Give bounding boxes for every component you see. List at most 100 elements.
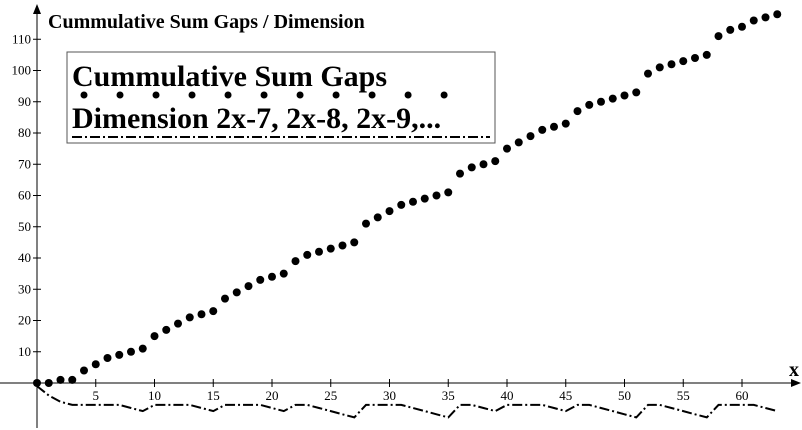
series [33,10,782,419]
data-point [432,191,441,200]
data-point [127,347,135,356]
data-point [420,194,429,203]
ticks: 5 10 15 20 25 30 35 40 45 50 55 60 10 20 30 40 50 60 70 80 9… [12,31,749,403]
data-point [503,144,511,153]
x-tick-label: 30 [383,388,396,403]
data-point [467,163,476,172]
data-point [691,54,699,62]
x-tick-label: 40 [501,388,514,403]
data-point [491,157,500,166]
data-point [456,169,464,178]
data-point [162,325,171,334]
data-point [714,32,723,41]
legend-label-line-1: Cummulative Sum Gaps [72,60,387,93]
data-point [608,94,617,103]
data-point [526,132,535,141]
y-tick-label: 90 [18,94,31,109]
y-tick-label: 60 [18,188,31,203]
y-tick-label: 50 [18,219,31,234]
data-point [538,125,547,134]
data-point [655,63,664,72]
x-tick-label: 10 [148,388,161,403]
data-point [221,294,229,303]
data-point [632,88,641,97]
data-point [479,160,488,169]
y-tick-label: 80 [18,125,31,140]
x-axis-label: x [789,359,799,381]
data-point [444,188,453,197]
y-tick-label: 30 [18,281,31,296]
data-point [597,97,605,106]
legend: Cummulative Sum Gaps Dimension 2x-7, 2x-… [66,51,496,144]
y-tick-label: 10 [18,344,31,359]
x-tick-label: 5 [93,388,100,403]
data-point [561,119,570,128]
x-tick-label: 55 [677,388,690,403]
data-point [667,60,676,69]
x-tick-label: 35 [442,388,455,403]
y-tick-label: 70 [18,156,31,171]
data-point [761,13,770,22]
data-point [315,247,323,256]
legend-label-line-2: Dimension 2x-7, 2x-8, 2x-9,... [72,102,441,135]
x-tick-label: 20 [266,388,279,403]
data-point [338,241,347,250]
data-point [279,269,288,278]
data-point [644,69,652,78]
y-tick-label: 40 [18,250,31,265]
data-point [773,10,782,19]
y-tick-label: 110 [12,31,31,46]
data-point [56,375,65,384]
data-point [174,319,182,328]
data-point [385,207,394,216]
data-point [115,350,124,359]
data-point [326,244,335,253]
data-point [268,272,276,281]
legend-box [66,51,496,144]
data-point [350,238,359,247]
data-point [197,310,206,319]
data-point [33,379,41,387]
chart-title: Cummulative Sum Gaps / Dimension [48,11,365,33]
data-point [573,107,582,116]
data-point [138,344,147,353]
data-point [749,16,758,25]
data-point [373,213,382,222]
data-point [103,354,112,362]
data-point [726,25,735,34]
x-tick-label: 50 [618,388,631,403]
data-point [232,288,241,297]
data-point [291,257,300,266]
x-tick-label: 60 [736,388,749,403]
data-point [620,91,629,100]
data-point [185,313,194,322]
data-point [44,379,53,387]
data-point [679,57,688,66]
x-tick-label: 25 [324,388,337,403]
y-tick-label: 100 [12,63,32,78]
dash-dot-series-line [36,385,778,419]
y-axis-arrow [33,4,41,14]
data-point [702,50,711,59]
data-point [244,282,253,291]
data-point [362,219,370,228]
data-point [91,360,100,369]
x-axis-arrow [791,379,801,387]
x-tick-label: 15 [207,388,220,403]
data-point [209,307,218,316]
data-point [550,122,558,131]
data-point [397,200,406,209]
axes [0,4,801,428]
data-point [585,100,594,109]
data-point [738,22,746,31]
data-point [256,275,265,284]
data-point [150,332,159,341]
data-point [409,197,417,206]
data-point [68,375,77,384]
data-point [303,250,312,259]
y-tick-label: 20 [18,313,31,328]
data-point [514,138,523,147]
x-tick-label: 45 [559,388,572,403]
data-point [80,366,88,375]
